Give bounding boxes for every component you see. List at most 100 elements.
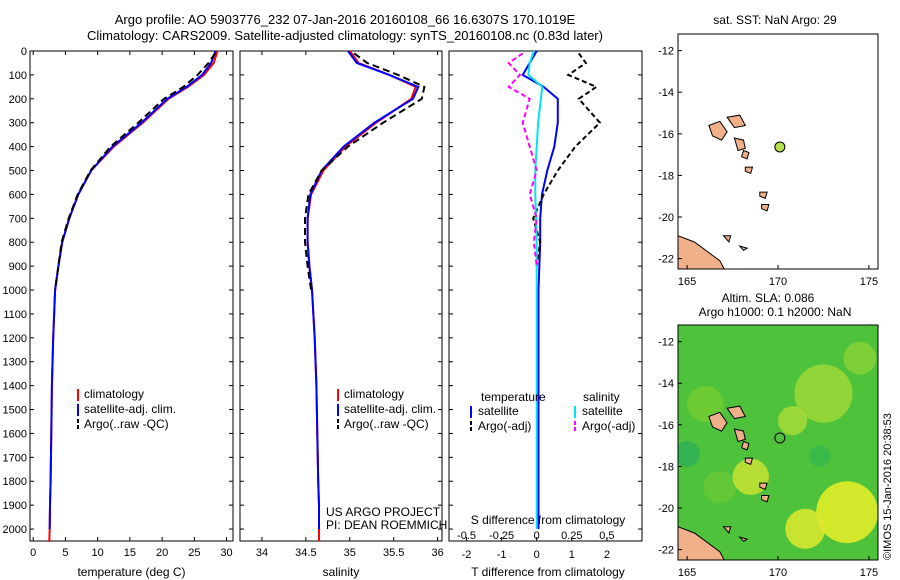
sst-map: 165 170 175 -12 -14 -16 -18 -20 -22 — [658, 33, 879, 288]
salinity-x-tick-label: 34 — [256, 547, 268, 559]
difference-t-tick-label: -2 — [462, 549, 472, 561]
depth-tick-label: 200 — [9, 94, 27, 106]
map-lat-label: -14 — [658, 378, 674, 390]
depth-tick-label: 800 — [9, 237, 27, 249]
temperature-x-tick-label: 0 — [30, 547, 36, 559]
difference-legend-header-temp: temperature — [481, 390, 546, 404]
salinity-line-0 — [306, 50, 417, 541]
island — [726, 405, 747, 420]
island — [708, 120, 728, 141]
pi-annotation: PI: DEAN ROEMMICH — [326, 518, 447, 532]
difference-t-tick-label: 0 — [534, 549, 540, 561]
salinity-x-tick-label: 36 — [431, 547, 443, 559]
project-annotation: US ARGO PROJECT — [326, 505, 441, 519]
difference-s-tick-label: 0.5 — [599, 530, 614, 542]
temperature-axes — [29, 50, 234, 542]
temperature-line-2 — [54, 52, 216, 291]
depth-tick-label: 400 — [9, 142, 27, 154]
depth-tick-label: 2000 — [3, 524, 27, 536]
difference-legend-label: satellite — [478, 404, 519, 418]
temperature-x-tick-label: 20 — [156, 547, 168, 559]
salinity-line-2 — [304, 52, 426, 291]
difference-s-tick-label: 0.25 — [561, 530, 582, 542]
map-lat-label: -18 — [658, 461, 674, 473]
difference-t-tick-label: -1 — [497, 549, 507, 561]
difference-axes — [448, 50, 643, 542]
temperature-x-tick-label: 25 — [188, 547, 200, 559]
salinity-axes — [239, 50, 443, 542]
depth-tick-label: 1900 — [3, 500, 27, 512]
map-lon-label: 165 — [678, 276, 696, 288]
island — [708, 411, 728, 432]
depth-tick-label: 700 — [9, 213, 27, 225]
depth-tick-label: 1200 — [3, 333, 27, 345]
island — [744, 166, 754, 174]
island — [740, 149, 750, 160]
map-content — [678, 325, 878, 560]
map-lat-label: -16 — [658, 129, 674, 141]
difference-t-tick-label: 1 — [569, 549, 575, 561]
temperature-legend-label: Argo(..raw -QC) — [84, 417, 169, 431]
map-lat-label: -22 — [658, 254, 674, 266]
island — [722, 235, 732, 244]
map-lat-label: -14 — [658, 87, 674, 99]
difference-line-2 — [527, 50, 544, 529]
difference-legend-label: Argo(-adj) — [478, 419, 531, 433]
depth-tick-label: 1100 — [3, 309, 27, 321]
island — [738, 245, 749, 251]
difference-legend-label: Argo(-adj) — [582, 419, 635, 433]
difference-t-tick-label: 2 — [604, 549, 610, 561]
sla-anomaly-patch — [778, 406, 808, 436]
salinity-legend-label: satellite-adj. clim. — [344, 402, 436, 416]
island — [678, 526, 725, 560]
map-lon-label: 175 — [860, 276, 878, 288]
island — [761, 204, 770, 212]
difference-legend-label: satellite — [582, 404, 623, 418]
map-lat-label: -22 — [658, 545, 674, 557]
temperature-legend-label: satellite-adj. clim. — [84, 402, 176, 416]
sla-anomaly-patch — [678, 441, 700, 467]
figure-title-line2: Climatology: CARS2009. Satellite-adjuste… — [87, 28, 603, 43]
difference-s-xlabel: S difference from climatology — [471, 513, 626, 527]
island — [678, 235, 725, 269]
depth-tick-label: 1800 — [3, 476, 27, 488]
argo-position-marker — [774, 432, 786, 444]
difference-s-tick-label: 0 — [534, 530, 540, 542]
map-lat-label: -12 — [658, 337, 674, 349]
depth-tick-label: 100 — [9, 70, 27, 82]
map-lat-label: -20 — [658, 212, 674, 224]
island — [761, 495, 770, 503]
island — [744, 457, 754, 465]
salinity-x-tick-label: 35 — [344, 547, 356, 559]
depth-tick-label: 1000 — [3, 285, 27, 297]
salinity-x-tick-label: 34.5 — [295, 547, 316, 559]
island — [738, 536, 749, 542]
map-lat-label: -12 — [658, 46, 674, 58]
sla-map-title-2: Argo h1000: 0.1 h2000: NaN — [699, 305, 852, 319]
island — [733, 137, 746, 152]
map-lat-label: -18 — [658, 170, 674, 182]
depth-tick-label: 1700 — [3, 452, 27, 464]
sla-anomaly-patch — [687, 385, 724, 423]
map-content — [678, 34, 878, 269]
sla-anomaly-patch — [703, 470, 737, 504]
depth-tick-label: 0 — [21, 46, 27, 58]
temperature-x-tick-label: 15 — [124, 547, 136, 559]
sst-map-title: sat. SST: NaN Argo: 29 — [713, 13, 837, 27]
island — [733, 428, 746, 443]
map-lat-label: -20 — [658, 503, 674, 515]
map-lon-label: 170 — [769, 276, 787, 288]
difference-s-tick-label: -0.5 — [457, 530, 476, 542]
difference-t-xlabel: T difference from climatology — [471, 565, 625, 579]
depth-tick-label: 300 — [9, 118, 27, 130]
island — [740, 440, 750, 451]
depth-tick-label: 1400 — [3, 381, 27, 393]
map-lon-label: 175 — [860, 567, 878, 579]
temperature-line-1 — [48, 50, 217, 530]
difference-line-1 — [532, 52, 602, 267]
difference-line-3 — [507, 52, 538, 267]
temperature-xlabel: temperature (deg C) — [77, 565, 185, 579]
sla-map: 165 170 175 -12 -14 -16 -18 -20 -22 — [658, 324, 879, 579]
island — [726, 114, 747, 129]
